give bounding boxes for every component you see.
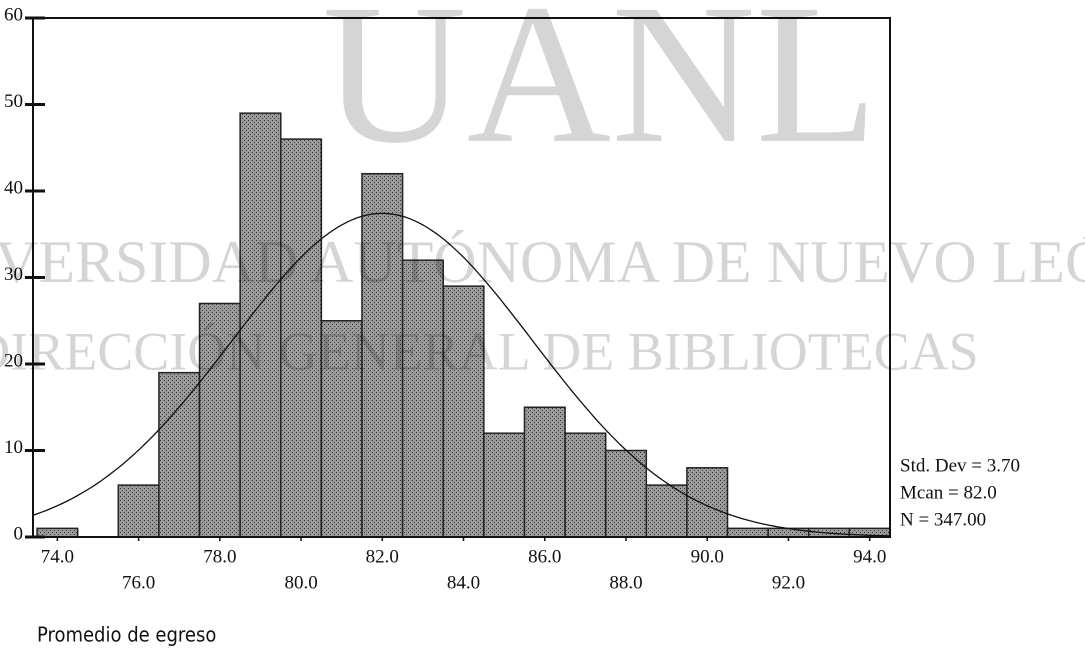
x-tick-label: 82.0 [366,546,399,567]
x-tick-label: 86.0 [528,546,561,567]
stats-label: Std. Dev = 3.70 [900,455,1020,476]
x-tick-label: 74.0 [41,546,74,567]
bar [442,285,485,538]
x-tick-label: 94.0 [853,546,886,567]
bar [645,484,688,538]
bar [767,527,810,538]
y-tick-label: 30 [4,264,23,285]
watermark-line: UNIVERSIDAD AUTÓNOMA DE NUEVO LEÓN [0,229,1085,295]
bar [361,172,404,538]
normal-curve [32,212,891,537]
bar [158,371,201,538]
stats-label: N = 347.00 [900,509,986,530]
x-tick-label: 76.0 [122,572,155,593]
x-tick-label: 92.0 [772,572,805,593]
y-tick-label: 0 [14,523,24,544]
bar [726,527,769,538]
y-tick-label: 50 [4,91,23,112]
bar [604,449,648,538]
bar [686,467,729,538]
bar [117,484,160,538]
x-tick-label: 90.0 [691,546,724,567]
x-tick-label: 84.0 [447,572,480,593]
x-tick-label: 78.0 [203,546,236,567]
watermark-logo: UANL [322,0,877,185]
y-tick-label: 10 [4,437,23,458]
stats-label: Mcan = 82.0 [900,482,997,503]
bar [523,406,566,538]
y-tick-label: 40 [4,177,23,198]
y-tick-label: 20 [4,350,23,371]
x-axis-label: Promedio de egreso [37,623,216,647]
watermark-line: DIRECCIÓN GENERAL DE BIBLIOTECAS [0,321,979,381]
x-tick-label: 88.0 [609,572,642,593]
y-tick-label: 60 [4,4,23,25]
bar [564,432,607,538]
x-tick-label: 80.0 [284,572,317,593]
bar [483,432,526,538]
bar [401,259,444,538]
